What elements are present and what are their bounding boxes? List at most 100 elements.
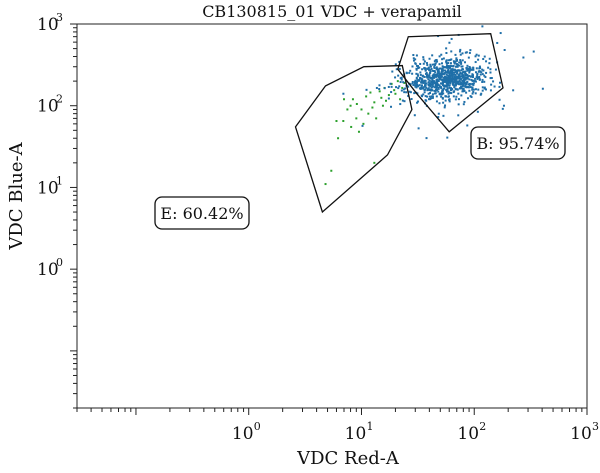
data-point-B bbox=[462, 80, 465, 83]
gates: E: 60.42% B: 95.74% bbox=[154, 33, 566, 230]
data-point-B bbox=[458, 61, 461, 64]
data-point-B bbox=[467, 75, 470, 78]
data-point-B bbox=[448, 41, 451, 44]
data-point-B bbox=[455, 75, 458, 78]
data-point-B bbox=[432, 80, 435, 83]
data-point-B bbox=[416, 101, 419, 104]
data-point-B bbox=[436, 74, 439, 77]
data-point-B bbox=[474, 80, 477, 83]
data-point-B bbox=[453, 77, 456, 80]
data-point-B bbox=[449, 78, 452, 81]
data-point-B bbox=[428, 73, 431, 76]
data-point-B bbox=[449, 66, 452, 69]
data-point-B bbox=[389, 82, 392, 85]
data-point-B bbox=[503, 48, 506, 51]
data-point-E bbox=[355, 102, 358, 105]
data-point-B bbox=[465, 91, 468, 94]
data-point-B bbox=[432, 74, 435, 77]
x-tick-label: 10 bbox=[232, 424, 254, 444]
data-point-B bbox=[474, 88, 477, 91]
data-point-B bbox=[405, 71, 408, 74]
data-point-B bbox=[467, 56, 470, 59]
gate-B-label: B: 95.74% bbox=[476, 134, 559, 153]
data-point-B bbox=[472, 67, 475, 70]
data-point-B bbox=[437, 87, 440, 90]
data-point-B bbox=[471, 92, 474, 95]
data-point-B bbox=[398, 67, 401, 70]
data-point-B bbox=[437, 83, 440, 86]
data-point-B bbox=[411, 65, 414, 68]
data-point-B bbox=[452, 68, 455, 71]
data-point-B bbox=[462, 82, 465, 85]
data-point-B bbox=[422, 93, 425, 96]
data-point-B bbox=[390, 105, 393, 108]
data-point-B bbox=[398, 60, 401, 63]
data-point-B bbox=[441, 70, 444, 73]
data-point-E bbox=[342, 120, 345, 123]
data-point-B bbox=[472, 82, 475, 85]
data-point-B bbox=[394, 63, 397, 66]
data-point-B bbox=[423, 67, 426, 70]
data-point-B bbox=[455, 78, 458, 81]
data-point-B bbox=[480, 92, 483, 95]
x-tick-label: 10 bbox=[457, 424, 479, 444]
data-point-B bbox=[498, 85, 501, 88]
data-point-E bbox=[381, 104, 384, 107]
data-point-B bbox=[428, 98, 431, 101]
data-point-B bbox=[451, 78, 454, 81]
data-point-B bbox=[417, 67, 420, 70]
data-point-B bbox=[466, 69, 469, 72]
data-point-B bbox=[417, 84, 420, 87]
data-point-B bbox=[439, 72, 442, 75]
data-point-B bbox=[405, 91, 408, 94]
data-point-B bbox=[476, 74, 479, 77]
data-point-B bbox=[492, 80, 495, 83]
data-point-B bbox=[488, 62, 491, 65]
data-point-B bbox=[450, 68, 453, 71]
data-point-B bbox=[409, 91, 412, 94]
data-point-E bbox=[362, 122, 365, 125]
data-point-B bbox=[490, 83, 493, 86]
data-point-B bbox=[435, 58, 438, 61]
data-point-B bbox=[478, 78, 481, 81]
data-point-B bbox=[464, 70, 467, 73]
data-point-B bbox=[415, 67, 418, 70]
data-point-B bbox=[450, 71, 453, 74]
data-point-E bbox=[349, 104, 352, 107]
data-point-B bbox=[461, 90, 464, 93]
data-point-B bbox=[476, 110, 479, 113]
data-point-B bbox=[431, 89, 434, 92]
data-point-B bbox=[460, 81, 463, 84]
data-point-B bbox=[414, 58, 417, 61]
data-point-B bbox=[435, 66, 438, 69]
data-point-B bbox=[468, 82, 471, 85]
data-point-B bbox=[404, 87, 407, 90]
data-point-B bbox=[471, 75, 474, 78]
data-point-B bbox=[440, 53, 443, 56]
data-point-B bbox=[442, 114, 445, 117]
x-tick-exponent: 1 bbox=[366, 420, 373, 433]
data-point-B bbox=[446, 77, 449, 80]
data-point-B bbox=[468, 78, 471, 81]
data-point-B bbox=[443, 106, 446, 109]
data-point-B bbox=[487, 66, 490, 69]
data-point-B bbox=[464, 51, 467, 54]
data-point-B bbox=[433, 64, 436, 67]
data-point-B bbox=[469, 68, 472, 71]
data-point-B bbox=[490, 77, 493, 80]
data-point-B bbox=[421, 68, 424, 71]
data-point-B bbox=[468, 51, 471, 54]
data-point-B bbox=[472, 88, 475, 91]
data-point-B bbox=[460, 94, 463, 97]
data-point-B bbox=[431, 93, 434, 96]
data-point-B bbox=[452, 95, 455, 98]
data-point-B bbox=[441, 83, 444, 86]
y-tick-label: 10 bbox=[37, 178, 59, 198]
gate-B-label-box bbox=[470, 126, 566, 160]
data-point-B bbox=[423, 88, 426, 91]
data-point-B bbox=[427, 81, 430, 84]
data-point-B bbox=[541, 87, 544, 90]
data-point-B bbox=[440, 95, 443, 98]
data-point-B bbox=[434, 83, 437, 86]
